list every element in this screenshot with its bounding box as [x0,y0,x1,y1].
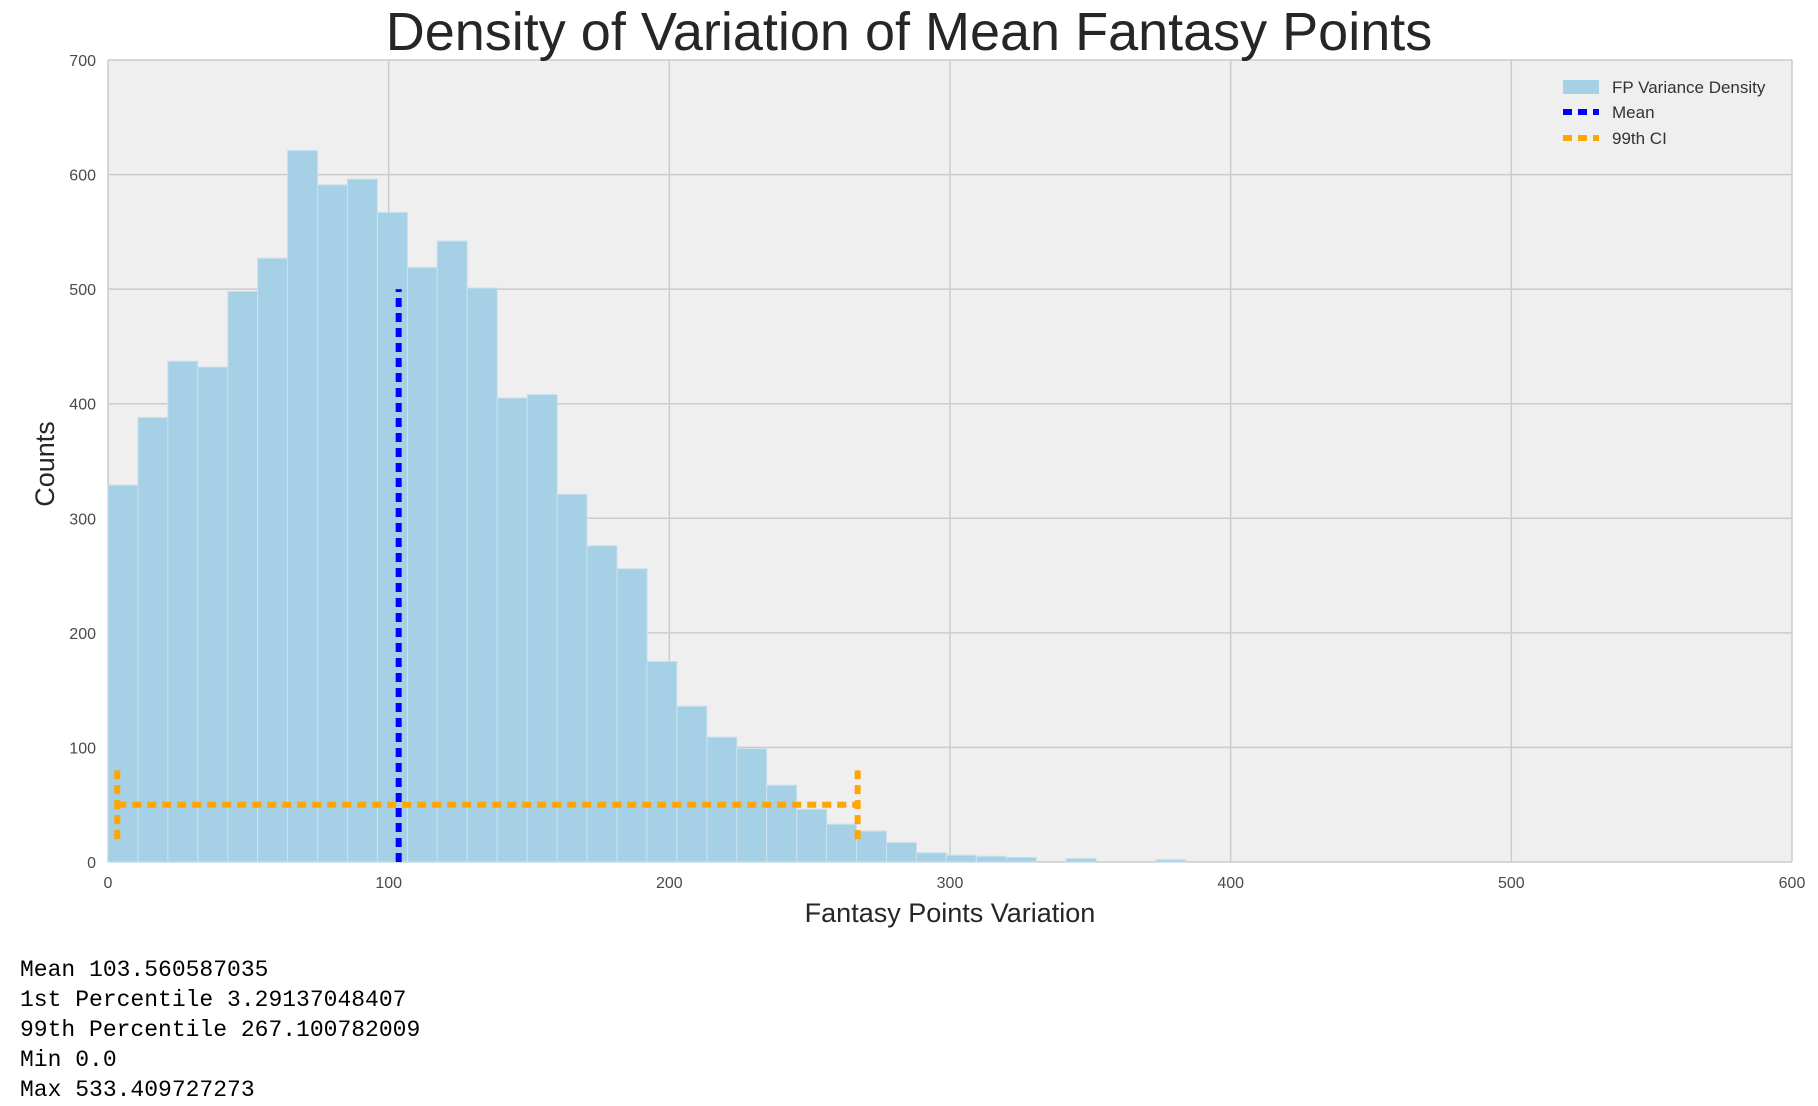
histogram-bar [137,416,169,863]
x-tick-label: 400 [1217,875,1244,892]
histogram-bar [346,178,378,863]
histogram-bar [706,736,738,863]
stat-max: Max 533.409727273 [20,1077,255,1103]
stat-mean: Mean 103.560587035 [20,957,269,983]
y-tick-label: 200 [69,626,96,643]
tick-labels: 0 100 200 300 400 500 600 0 100 200 300 400 500 600 70… [69,53,1805,892]
stat-1st-percentile: 1st Percentile 3.29137048407 [20,987,407,1013]
histogram-bar [945,854,977,863]
histogram-bar [197,366,229,863]
bars [107,150,1187,863]
histogram-bar [526,394,558,863]
legend-label-fp-variance-density: FP Variance Density [1612,78,1766,97]
x-tick-label: 300 [937,875,964,892]
histogram-bar [616,568,648,863]
reference-lines [114,289,861,862]
histogram-bar [227,290,259,863]
histogram-bar [826,823,857,863]
legend-swatch-fp-variance-density [1563,80,1599,94]
y-tick-label: 500 [69,282,96,299]
legend-label-mean: Mean [1612,103,1655,122]
histogram-bar [915,852,947,863]
x-tick-label: 200 [656,875,683,892]
histogram-bar [856,830,887,863]
x-axis-label: Fantasy Points Variation [805,898,1096,928]
chart-svg: 0 100 200 300 400 500 600 0 100 200 300 400 500 600 70… [30,2,1805,928]
histogram-chart: 0 100 200 300 400 500 600 0 100 200 300 400 500 600 70… [30,2,1805,928]
histogram-bar [466,287,498,863]
histogram-bar [1155,859,1187,863]
histogram-bar [406,266,438,863]
histogram-bar [1005,856,1037,863]
x-tick-label: 100 [375,875,402,892]
y-tick-label: 300 [69,511,96,528]
x-tick-label: 500 [1498,875,1525,892]
legend: FP Variance Density Mean 99th CI [1563,78,1766,148]
y-axis-label: Counts [30,421,60,507]
histogram-bar [376,211,408,863]
histogram-bar [886,842,918,863]
histogram-bar [796,808,828,863]
y-tick-label: 100 [69,740,96,757]
histogram-bar [317,184,349,863]
histogram-bar [287,150,319,863]
histogram-bar [257,257,289,863]
stats-output: Mean 103.560587035 1st Percentile 3.2913… [20,955,420,1105]
chart-title: Density of Variation of Mean Fantasy Poi… [386,2,1433,62]
stat-min: Min 0.0 [20,1047,117,1073]
histogram-bar [586,545,618,863]
y-tick-label: 400 [69,397,96,414]
histogram-bar [766,784,798,863]
histogram-bar [436,240,468,863]
histogram-bar [1065,858,1097,863]
histogram-bar [676,705,708,863]
histogram-bar [646,661,678,863]
y-tick-label: 700 [69,53,96,70]
legend-label-99th-ci: 99th CI [1612,129,1667,148]
histogram-bar [975,855,1007,863]
histogram-bar [167,360,199,863]
histogram-bar [496,397,528,863]
y-tick-label: 0 [87,855,96,872]
y-tick-label: 600 [69,168,96,185]
histogram-bar [556,493,588,863]
x-tick-label: 600 [1779,875,1806,892]
x-tick-label: 0 [104,875,113,892]
stat-99th-percentile: 99th Percentile 267.100782009 [20,1017,421,1043]
